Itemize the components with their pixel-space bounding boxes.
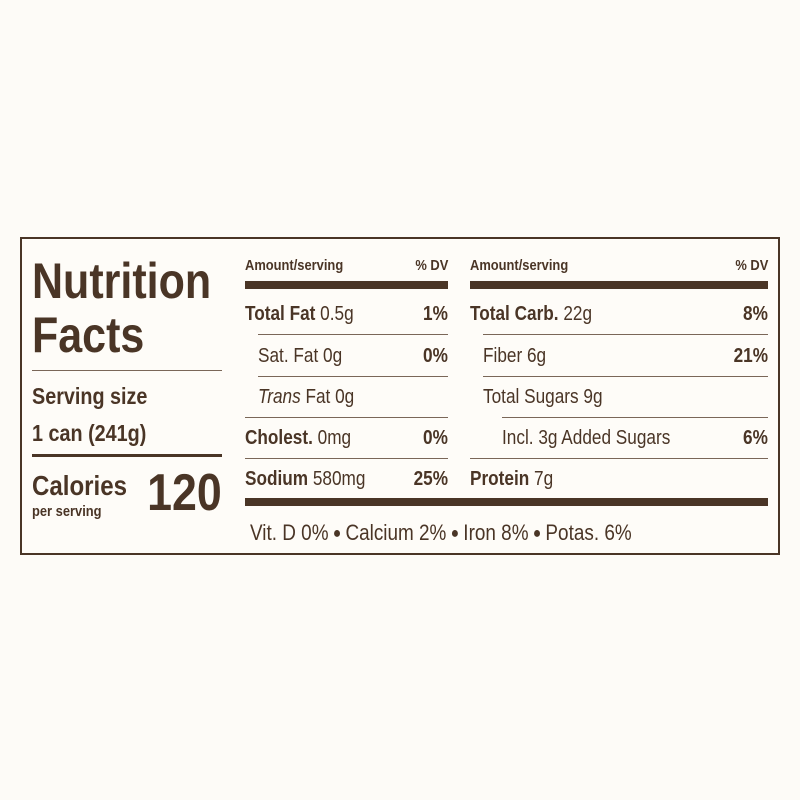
footer-item: Iron 8%: [463, 520, 529, 545]
nutrient-amount: 580mg: [312, 468, 366, 490]
title: Nutrition: [32, 253, 212, 309]
nutrient-name: Protein: [470, 468, 530, 490]
nutrient-dv: 1%: [423, 303, 448, 325]
header-dv: % DV: [735, 257, 768, 274]
nutrient-amount: 9g: [583, 386, 603, 408]
nutrient-name: Total Sugars: [483, 386, 579, 408]
nutrient-name: Cholest.: [245, 427, 313, 449]
nutrient-name: Incl. 3g Added Sugars: [502, 427, 671, 449]
nutrient-row: Total Carb. 22g: [470, 303, 592, 326]
nutrient-row: Fiber 6g: [483, 345, 546, 368]
thick-rule: [470, 281, 768, 289]
row-rule: [470, 458, 768, 459]
nutrient-name: Total Fat: [245, 303, 316, 325]
divider: [32, 370, 222, 371]
bullet: ●: [450, 525, 460, 542]
row-rule: [245, 417, 448, 418]
row-rule: [245, 458, 448, 459]
nutrient-amount: 22g: [563, 303, 593, 325]
nutrient-amount: 0.5g: [320, 303, 354, 325]
nutrient-dv: 0%: [423, 345, 448, 367]
nutrient-dv: 25%: [413, 468, 448, 490]
nutrient-row: Total Fat 0.5g: [245, 303, 354, 326]
header-amount: Amount/serving: [245, 257, 344, 274]
bullet: ●: [532, 525, 542, 542]
calories-value: 120: [147, 464, 222, 522]
nutrient-amount: 0g: [323, 345, 343, 367]
bullet: ●: [332, 525, 342, 542]
divider: [32, 454, 222, 457]
nutrient-name: Sodium: [245, 468, 309, 490]
row-rule: [258, 376, 448, 377]
nutrient-amount: 6g: [526, 345, 547, 367]
nutrient-amount: 7g: [534, 468, 554, 490]
nutrient-name: Fiber: [483, 345, 523, 367]
nutrient-row: Sodium 580mg: [245, 468, 365, 491]
nutrient-dv: 0%: [423, 427, 448, 449]
title: Facts: [32, 307, 145, 363]
nutrient-row: Cholest. 0mg: [245, 427, 351, 450]
footer: Vit. D 0% ● Calcium 2% ● Iron 8% ● Potas. 6%: [250, 520, 632, 546]
nutrient-amount: 0g: [335, 386, 355, 408]
row-rule: [502, 417, 768, 418]
nutrient-row: Total Sugars 9g: [483, 386, 603, 409]
thick-rule: [245, 281, 448, 289]
footer-item: Vit. D 0%: [250, 520, 329, 545]
nutrient-dv: 21%: [733, 345, 768, 367]
nutrient-row: Incl. 3g Added Sugars: [502, 427, 670, 450]
nutrient-name-italic: Trans: [258, 386, 301, 408]
header-dv: % DV: [415, 257, 448, 274]
nutrient-row: Trans Fat 0g: [258, 386, 354, 409]
nutrient-row: Sat. Fat 0g: [258, 345, 342, 368]
nutrient-dv: 8%: [743, 303, 768, 325]
serving-label: Serving size: [32, 383, 148, 409]
header-amount: Amount/serving: [470, 257, 569, 274]
nutrient-name: Sat. Fat: [258, 345, 319, 367]
calories-sublabel: per serving: [32, 503, 102, 520]
nutrient-name: Total Carb.: [470, 303, 559, 325]
thick-rule: [245, 498, 768, 506]
row-rule: [483, 334, 768, 335]
calories-label: Calories: [32, 470, 128, 501]
serving-value: 1 can (241g): [32, 420, 147, 446]
footer-item: Potas. 6%: [545, 520, 632, 545]
nutrient-row: Protein 7g: [470, 468, 553, 491]
nutrient-name: Fat: [305, 386, 331, 408]
row-rule: [258, 334, 448, 335]
row-rule: [483, 376, 768, 377]
nutrient-amount: 0mg: [317, 427, 352, 449]
footer-item: Calcium 2%: [345, 520, 447, 545]
nutrient-dv: 6%: [743, 427, 768, 449]
